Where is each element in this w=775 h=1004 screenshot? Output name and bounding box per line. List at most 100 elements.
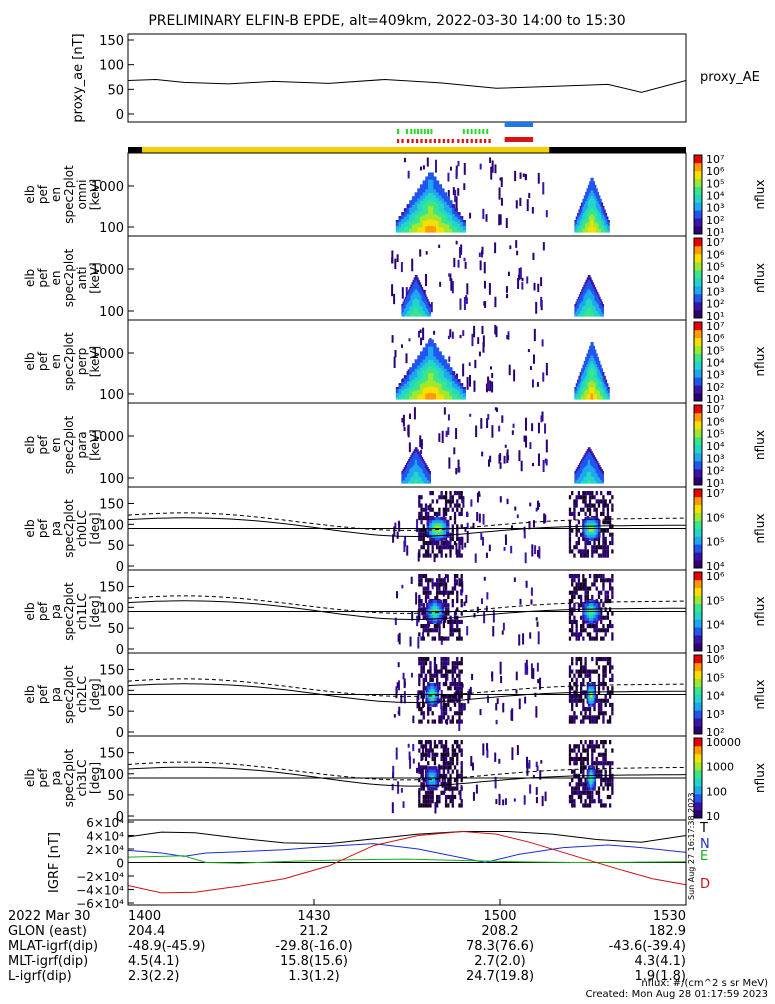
pa-blob-cell: [597, 531, 601, 535]
spectrogram-cell: [579, 217, 582, 222]
spectrogram-cell: [594, 377, 597, 384]
pa-blob-cell: [432, 786, 435, 791]
pa-blob-cell: [597, 522, 601, 527]
pa-cell: [429, 507, 432, 512]
spectrogram-cell: [579, 205, 582, 210]
spectrogram-cell: [409, 221, 413, 226]
spectrogram-cell: [427, 470, 429, 473]
noise-pixel: [486, 695, 489, 703]
spectrogram-cell: [424, 311, 427, 315]
pa-blob-cell: [439, 599, 443, 604]
pa-blob-cell: [593, 685, 595, 690]
spectrogram-cell: [409, 377, 413, 382]
spectrogram-cell: [583, 470, 586, 475]
spectrogram-cell: [406, 374, 410, 378]
spectrogram-cell: [585, 357, 588, 363]
pa-cell: [584, 590, 587, 595]
pa-blob-cell: [434, 531, 439, 535]
colorbar-segment: [694, 662, 702, 672]
pa-blob-cell: [586, 537, 590, 541]
pa-cell: [577, 549, 581, 554]
spectrogram-cell: [424, 303, 427, 307]
noise-pixel: [507, 331, 510, 340]
spectrogram-cell: [586, 294, 589, 300]
pa-blob-cell: [432, 775, 435, 779]
pa-blob-cell: [588, 620, 592, 624]
pa-blob-cell: [441, 617, 445, 621]
pa-blob-cell: [593, 691, 595, 695]
spectrogram-cell: [596, 302, 599, 306]
spectrogram-cell: [594, 388, 597, 395]
spectrogram-cell: [596, 297, 599, 301]
noise-pixel: [531, 670, 534, 679]
pa-cell: [424, 549, 428, 554]
spectrogram-cell: [587, 226, 590, 233]
spectrogram-cell: [586, 307, 589, 313]
spectrogram-cell: [418, 465, 420, 470]
colorbar-segment: [694, 544, 702, 553]
red-mark: [424, 139, 428, 143]
noise-pixel: [416, 615, 419, 627]
spectrogram-cell: [430, 225, 434, 233]
spectrogram-cell: [405, 313, 408, 317]
pa-cell: [588, 624, 592, 629]
noise-pixel: [496, 698, 499, 704]
noise-pixel: [451, 280, 454, 294]
spectrogram-cell: [590, 471, 592, 477]
pa-cell: [568, 719, 572, 724]
pa-blob-cell: [584, 519, 588, 524]
spectrogram-cell: [578, 313, 581, 317]
pa-cell: [582, 744, 585, 749]
spectrogram-cell: [427, 372, 432, 380]
pa-blob-cell: [440, 522, 444, 527]
pa-cell: [582, 682, 585, 687]
spectrogram-cell: [595, 212, 598, 219]
spectrogram-cell: [587, 195, 590, 202]
spectrogram-cell: [452, 213, 456, 218]
colorbar-segment: [694, 178, 702, 187]
spectrogram-cell: [593, 186, 596, 194]
igrf-line-N: [127, 843, 687, 864]
pa-cell: [586, 503, 589, 508]
noise-pixel: [447, 172, 450, 182]
pa-blob-cell: [586, 700, 589, 704]
spectrogram-cell: [446, 208, 450, 213]
spectrogram-cell: [403, 388, 408, 392]
pa-cell: [575, 590, 578, 595]
pa-cell: [460, 752, 463, 757]
pa-blob-cell: [427, 766, 430, 770]
pa-cell: [440, 590, 443, 595]
noise-pixel: [482, 514, 485, 525]
pa-cell: [424, 590, 428, 595]
spectrogram-cell: [605, 219, 608, 223]
pa-cell: [420, 661, 423, 666]
colorbar-label: nflux: [753, 263, 767, 293]
spectrogram-cell: [583, 461, 586, 466]
noise-pixel: [500, 197, 503, 206]
pa-blob-cell: [429, 516, 433, 521]
noise-pixel: [471, 762, 474, 771]
spectrogram-cell: [427, 475, 429, 479]
noise-pixel: [465, 594, 468, 604]
spectrogram-cell: [395, 226, 400, 229]
noise-pixel: [419, 329, 422, 334]
spectrogram-cell: [425, 343, 429, 351]
pa-blob-cell: [587, 688, 590, 693]
pa-cell: [453, 686, 457, 691]
colorbar-segment: [694, 572, 702, 581]
spectrogram-cell: [593, 467, 596, 472]
spectrogram-cell: [433, 361, 437, 369]
spectrogram-cell: [441, 360, 445, 366]
pa-blob-cell: [594, 697, 597, 701]
pa-blob-cell: [591, 772, 593, 776]
noise-pixel: [535, 706, 538, 718]
pa-cell: [604, 673, 607, 678]
spectrogram-cell: [584, 479, 587, 484]
pa-blob-cell: [591, 780, 593, 785]
pa-cell: [418, 790, 421, 795]
spectrogram-cell: [422, 203, 426, 210]
spectrogram-cell: [591, 348, 594, 356]
spectrogram-cell: [423, 310, 426, 314]
pa-cell: [440, 661, 443, 666]
pa-cell: [604, 769, 607, 774]
